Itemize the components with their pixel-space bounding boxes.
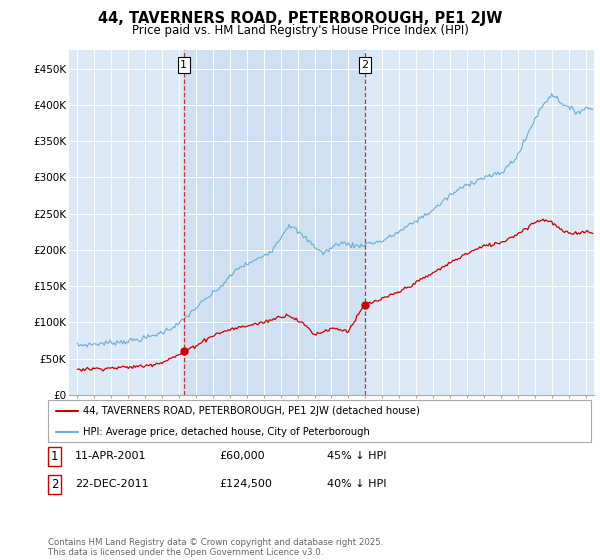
Text: 40% ↓ HPI: 40% ↓ HPI <box>327 479 386 489</box>
Text: Contains HM Land Registry data © Crown copyright and database right 2025.
This d: Contains HM Land Registry data © Crown c… <box>48 538 383 557</box>
Text: 44, TAVERNERS ROAD, PETERBOROUGH, PE1 2JW (detached house): 44, TAVERNERS ROAD, PETERBOROUGH, PE1 2J… <box>83 406 420 416</box>
Bar <box>184 50 365 395</box>
Text: 44, TAVERNERS ROAD, PETERBOROUGH, PE1 2JW: 44, TAVERNERS ROAD, PETERBOROUGH, PE1 2J… <box>98 11 502 26</box>
Text: 22-DEC-2011: 22-DEC-2011 <box>75 479 149 489</box>
Text: 2: 2 <box>361 60 368 70</box>
Text: 1: 1 <box>51 450 59 463</box>
Text: £60,000: £60,000 <box>219 451 265 461</box>
Text: £124,500: £124,500 <box>219 479 272 489</box>
Text: 2: 2 <box>51 478 59 491</box>
Text: Price paid vs. HM Land Registry's House Price Index (HPI): Price paid vs. HM Land Registry's House … <box>131 24 469 36</box>
Text: 11-APR-2001: 11-APR-2001 <box>75 451 146 461</box>
Text: 1: 1 <box>181 60 187 70</box>
Text: 45% ↓ HPI: 45% ↓ HPI <box>327 451 386 461</box>
Text: HPI: Average price, detached house, City of Peterborough: HPI: Average price, detached house, City… <box>83 427 370 437</box>
